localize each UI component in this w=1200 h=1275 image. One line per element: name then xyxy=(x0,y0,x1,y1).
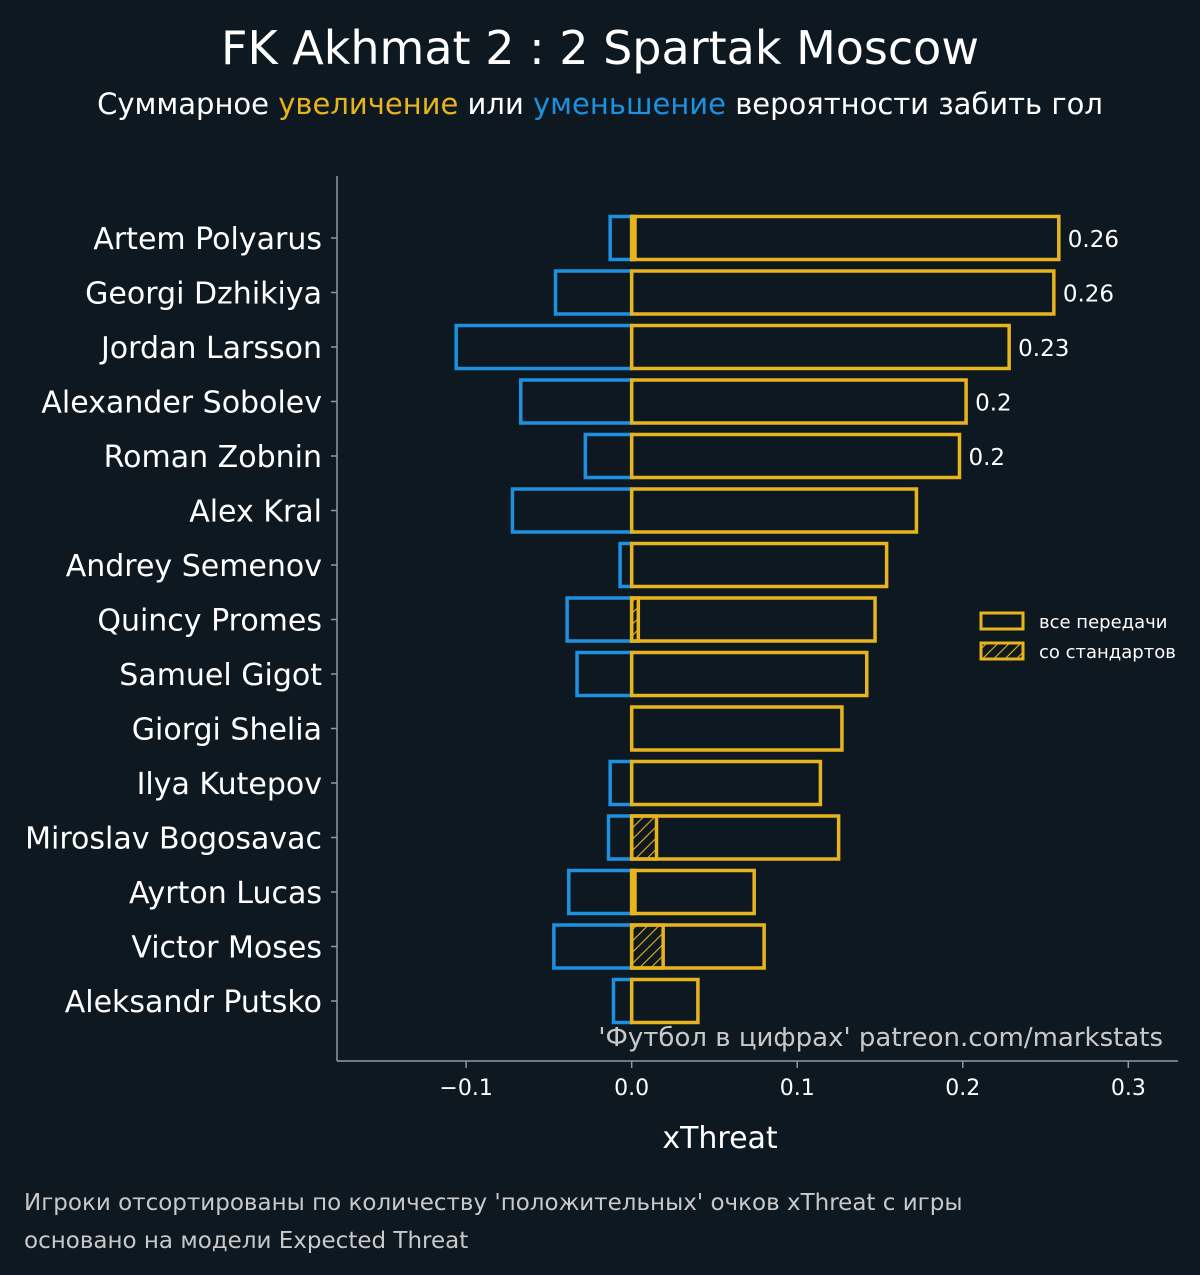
bar-set-pieces xyxy=(629,814,659,861)
bar-positive xyxy=(629,378,968,425)
bar-set-pieces xyxy=(629,596,641,643)
bar-positive xyxy=(629,487,919,534)
bar-positive xyxy=(629,214,1061,262)
plot-area: Artem Polyarus 0.26 Georgi Dzhikiya 0.26 Jor… xyxy=(25,214,1119,1025)
bar-negative xyxy=(519,378,634,425)
subtitle-middle: или xyxy=(458,87,533,121)
category-label: Roman Zobnin xyxy=(104,440,322,475)
bar-positive xyxy=(629,759,823,807)
bar-positive xyxy=(629,269,1056,316)
data-label: 0.23 xyxy=(1018,336,1069,362)
bar-positive xyxy=(629,814,841,861)
chart-title: FK Akhmat 2 : 2 Spartak Moscow xyxy=(221,21,979,75)
bar-positive xyxy=(629,705,844,752)
data-label: 0.2 xyxy=(968,445,1005,471)
bar-negative xyxy=(611,977,634,1025)
category-label: Artem Polyarus xyxy=(93,222,322,257)
bar-set-pieces xyxy=(629,868,637,916)
bar-positive xyxy=(629,977,700,1025)
bar-negative xyxy=(553,269,634,316)
bar-negative xyxy=(552,923,634,970)
category-label: Victor Moses xyxy=(131,931,322,966)
category-label: Jordan Larsson xyxy=(99,331,322,366)
subtitle-increase: увеличение xyxy=(278,87,458,121)
footnote-sorting: Игроки отсортированы по количеству 'поло… xyxy=(24,1190,963,1216)
category-label: Andrey Semenov xyxy=(66,549,322,584)
subtitle-decrease: уменьшение xyxy=(533,87,726,121)
x-tick-label: 0.2 xyxy=(945,1076,980,1101)
x-ticks: −0.1 0.0 0.1 0.2 0.3 xyxy=(439,1061,1146,1101)
legend-swatch-set-pieces xyxy=(979,641,1025,661)
bar-set-pieces xyxy=(629,923,665,970)
bar-negative xyxy=(510,487,634,534)
bar-negative xyxy=(606,814,634,861)
bar-negative xyxy=(454,323,634,371)
category-label: Miroslav Bogosavac xyxy=(25,822,322,857)
x-tick-label: 0.1 xyxy=(780,1076,815,1101)
chart-subtitle: Суммарное увеличение или уменьшение веро… xyxy=(97,87,1103,121)
category-label: Georgi Dzhikiya xyxy=(85,277,322,312)
category-label: Samuel Gigot xyxy=(119,658,322,693)
legend: все передачи со стандартов xyxy=(979,611,1176,663)
subtitle-prefix: Суммарное xyxy=(97,87,278,121)
bar-negative xyxy=(583,432,634,480)
legend-swatch-all-passes xyxy=(979,611,1025,631)
data-label: 0.26 xyxy=(1063,282,1114,308)
category-label: Alex Kral xyxy=(189,495,322,530)
bar-set-pieces xyxy=(629,214,637,262)
bar-positive xyxy=(629,323,1011,371)
legend-label-set-pieces: со стандартов xyxy=(1039,642,1176,663)
x-tick-label: −0.1 xyxy=(439,1076,492,1101)
bar-negative xyxy=(575,650,634,698)
bar-negative xyxy=(565,596,634,643)
bar-positive xyxy=(629,650,869,698)
x-tick-label: 0.0 xyxy=(614,1076,649,1101)
category-label: Ayrton Lucas xyxy=(129,876,322,911)
category-label: Aleksandr Putsko xyxy=(65,985,322,1020)
bar-negative xyxy=(608,759,634,807)
subtitle-suffix: вероятности забить гол xyxy=(726,87,1103,121)
footnote-model: основано на модели Expected Threat xyxy=(24,1228,468,1254)
category-label: Alexander Sobolev xyxy=(41,386,322,421)
bar-positive xyxy=(629,541,889,589)
bar-positive xyxy=(629,432,962,480)
watermark: 'Футбол в цифрах' patreon.com/markstats xyxy=(598,1023,1163,1053)
bar-positive xyxy=(629,596,877,643)
category-label: Ilya Kutepov xyxy=(137,767,322,802)
x-tick-label: 0.3 xyxy=(1111,1076,1146,1101)
bar-negative xyxy=(567,868,634,916)
data-label: 0.2 xyxy=(975,391,1012,417)
legend-label-all-passes: все передачи xyxy=(1039,612,1167,633)
bar-positive xyxy=(629,868,756,916)
category-label: Giorgi Shelia xyxy=(132,713,322,748)
bar-negative xyxy=(608,214,634,262)
x-axis-label: xThreat xyxy=(662,1121,778,1156)
category-label: Quincy Promes xyxy=(97,604,322,639)
data-label: 0.26 xyxy=(1068,227,1119,253)
